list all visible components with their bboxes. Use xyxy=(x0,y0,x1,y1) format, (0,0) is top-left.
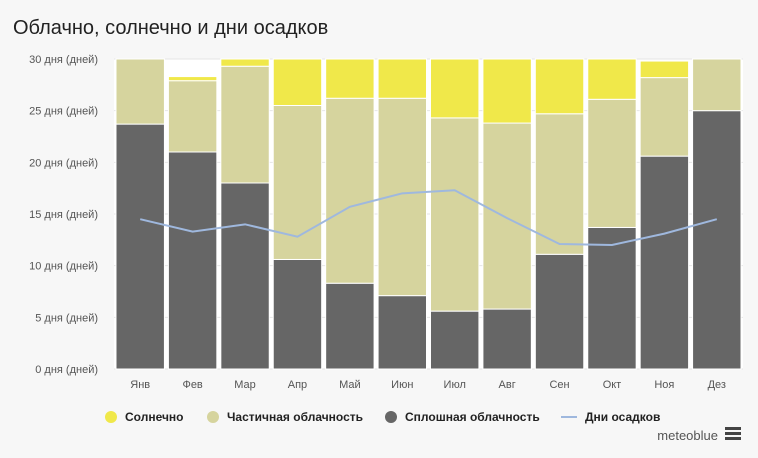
bar-Июл-s1 xyxy=(430,117,480,312)
precip-days-line xyxy=(139,189,718,247)
legend-item-sunny[interactable]: Солнечно xyxy=(105,410,184,424)
bar-Апр-s2 xyxy=(272,58,323,106)
bar-Апр-s0 xyxy=(272,258,323,370)
bar-Сен-s1 xyxy=(534,113,585,255)
x-tick-label-2: Мар xyxy=(234,379,256,391)
y-tick-label-4: 20 дня (дней) xyxy=(29,157,98,169)
x-tick-label-4: Май xyxy=(339,379,361,391)
legend-item-partly[interactable]: Частичная облачность xyxy=(207,410,363,424)
bar-Авг-s1 xyxy=(482,122,532,310)
bar-Янв-s1 xyxy=(115,58,165,125)
legend-precip-label: Дни осадков xyxy=(585,410,661,424)
legend-partly-label: Частичная облачность xyxy=(227,410,364,424)
bar-Июл-s0 xyxy=(430,310,480,370)
bar-Мар-s2 xyxy=(220,58,270,67)
x-tick-label-1: Фев xyxy=(182,379,202,391)
bar-Окт-s1 xyxy=(587,98,637,228)
bar-Ноя-s0 xyxy=(639,155,690,370)
bar-Фев-s1 xyxy=(167,80,218,153)
menu-icon[interactable] xyxy=(725,427,741,441)
legend-overcast-label: Сплошная облачность xyxy=(405,410,540,424)
bar-Ноя-s2 xyxy=(639,60,690,79)
legend-sunny-dot xyxy=(105,411,117,423)
x-tick-label-7: Авг xyxy=(499,379,516,391)
bar-Дез-s0 xyxy=(692,110,742,370)
y-tick-label-5: 25 дня (дней) xyxy=(29,106,98,118)
bar-Дез-s1 xyxy=(692,58,742,112)
legend-overcast-dot xyxy=(385,411,397,423)
brand-logo: meteoblue xyxy=(657,428,718,443)
chart-plot: 0 дня (дней) 5 дня (дней) 10 дня (дней) 15 … xyxy=(29,54,743,391)
bar-Авг-s2 xyxy=(482,58,532,124)
bar-Мар-s1 xyxy=(220,65,270,184)
bar-Фев-s0 xyxy=(167,151,218,370)
x-tick-label-8: Сен xyxy=(549,379,569,391)
legend-partly-dot xyxy=(207,411,219,423)
bar-Май-s0 xyxy=(325,282,375,370)
legend-sunny-label: Солнечно xyxy=(125,410,184,424)
bar-Авг-s0 xyxy=(482,308,532,370)
bar-Фев-s2 xyxy=(167,76,218,82)
bar-Окт-s0 xyxy=(587,226,637,370)
bar-Июн-s2 xyxy=(377,58,428,99)
x-tick-label-3: Апр xyxy=(288,379,307,391)
chart-title: Облачно, солнечно и дни осадков xyxy=(13,17,329,39)
bar-Янв-s0 xyxy=(115,123,165,370)
legend-precip-line xyxy=(561,416,577,418)
y-tick-label-0: 0 дня (дней) xyxy=(35,364,98,376)
bar-Ноя-s1 xyxy=(639,77,690,157)
bar-Окт-s2 xyxy=(587,58,637,100)
x-tick-label-10: Ноя xyxy=(654,379,674,391)
bar-Июн-s0 xyxy=(377,295,428,370)
y-tick-label-6: 30 дня (дней) xyxy=(29,54,98,66)
y-tick-label-1: 5 дня (дней) xyxy=(35,312,98,324)
bar-Май-s2 xyxy=(325,58,375,99)
legend-item-precip[interactable]: Дни осадков xyxy=(561,410,660,424)
x-tick-label-5: Июн xyxy=(391,379,413,391)
y-tick-label-2: 10 дня (дней) xyxy=(29,261,98,273)
x-tick-label-9: Окт xyxy=(603,379,622,391)
y-tick-label-3: 15 дня (дней) xyxy=(29,209,98,221)
legend-item-overcast[interactable]: Сплошная облачность xyxy=(385,410,540,424)
x-tick-label-6: Июл xyxy=(444,379,466,391)
bar-Мар-s0 xyxy=(220,182,270,370)
bar-Сен-s2 xyxy=(534,58,585,115)
bar-Май-s1 xyxy=(325,97,375,284)
bar-Июл-s2 xyxy=(430,58,480,119)
x-tick-label-0: Янв xyxy=(130,379,150,391)
bar-Сен-s0 xyxy=(534,253,585,370)
x-tick-label-11: Дез xyxy=(708,379,726,391)
